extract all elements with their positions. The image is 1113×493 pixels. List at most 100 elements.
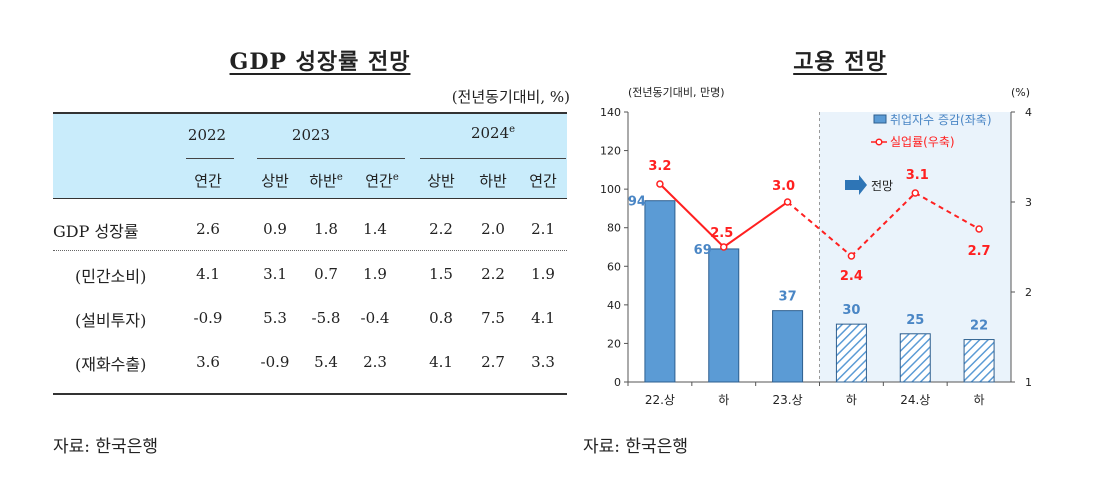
bar [708, 248, 740, 383]
line-point [975, 225, 983, 233]
bar [963, 339, 995, 383]
bar-data-label: 37 [779, 290, 797, 305]
bar-data-label: 30 [842, 303, 860, 318]
line-data-label: 2.5 [710, 226, 733, 241]
bar-data-label: 94 [628, 195, 646, 210]
legend-line-marker [875, 138, 883, 146]
bar [899, 333, 931, 383]
table-cell: -0.9 [260, 353, 290, 371]
bar-series [644, 200, 995, 383]
legend-bar-label: 취업자수 증감(좌축) [890, 113, 992, 127]
table-cell: 3.6 [196, 353, 220, 371]
header-underline-2023 [257, 158, 405, 159]
x-tick-label: 하 [974, 393, 985, 407]
left-tick-label: 100 [600, 183, 621, 196]
table-cell: 4.1 [429, 353, 453, 371]
table-cell: 5.3 [263, 309, 287, 327]
header-underline-2024 [420, 158, 566, 159]
left-tick-label: 60 [607, 260, 621, 273]
right-tick-label: 3 [1025, 196, 1032, 209]
x-tick-label: 24.상 [900, 393, 930, 407]
table-cell: 1.5 [429, 265, 453, 283]
table-header: 2022 2023 2024e 연간 상반 하반e 연간e 상반 하반 연간 [53, 112, 567, 199]
table-cell: 1.8 [314, 220, 338, 238]
col-2023-annual: 연간e [365, 172, 399, 190]
row-divider [53, 250, 567, 251]
gdp-table-unit: (전년동기대비, %) [451, 88, 570, 106]
table-cell: 3.3 [531, 353, 555, 371]
table-cell: 2.2 [481, 265, 505, 283]
table-cell: 2.3 [363, 353, 387, 371]
row-label: (설비투자) [75, 311, 147, 330]
line-segment [786, 201, 853, 257]
right-tick-label: 1 [1025, 376, 1032, 389]
legend-bar-swatch [873, 114, 887, 124]
table-cell: 0.8 [429, 309, 453, 327]
table-cell: 2.0 [481, 220, 505, 238]
x-tick-label: 하 [846, 393, 857, 407]
line-data-label: 3.1 [906, 168, 929, 183]
line-data-label: 3.0 [772, 179, 795, 194]
line-data-label: 2.7 [968, 244, 991, 259]
line-segment [659, 183, 725, 248]
employment-chart-title: 고용 전망 [793, 49, 887, 75]
row-label: GDP 성장률 [53, 222, 139, 241]
table-cell: -0.9 [193, 309, 223, 327]
employment-chart: 0 20 40 60 80 100 120 140 1 2 3 4 22.상 하 23.상 하 24.상 하 94… [600, 86, 1032, 407]
table-cell: 0.9 [263, 220, 287, 238]
chart-axes: 0 20 40 60 80 100 120 140 1 2 3 4 22.상 하 23.상 하 24.상 하 [600, 106, 1032, 407]
table-cell: 2.7 [481, 353, 505, 371]
line-segment [914, 192, 980, 230]
left-tick-label: 0 [614, 376, 621, 389]
header-underline-2022 [186, 158, 234, 159]
header-2023: 2023 [291, 126, 331, 144]
row-label: (재화수출) [75, 355, 147, 374]
col-2024-annual: 연간 [529, 172, 557, 190]
bar-data-label: 69 [694, 243, 712, 258]
line-data-label: 2.4 [840, 269, 863, 284]
table-cell: -5.8 [311, 309, 341, 327]
table-cell: 2.1 [531, 220, 555, 238]
line-segment [723, 201, 789, 248]
line-segment [850, 192, 916, 257]
left-tick-label: 40 [607, 299, 621, 312]
header-2024: 2024e [470, 124, 516, 142]
col-2023-h2: 하반e [309, 172, 343, 190]
table-cell: 5.4 [314, 353, 338, 371]
table-cell: 3.1 [263, 265, 287, 283]
header-2022: 2022 [187, 126, 227, 144]
x-tick-label: 23.상 [773, 393, 803, 407]
gdp-source-note: 자료: 한국은행 [53, 437, 158, 457]
gdp-table-title: GDP 성장률 전망 [229, 49, 411, 75]
left-tick-label: 140 [600, 106, 621, 119]
left-tick-label: 120 [600, 145, 621, 158]
table-cell: 4.1 [531, 309, 555, 327]
x-tick-label: 하 [718, 393, 729, 407]
table-body: GDP 성장률 2.6 0.9 1.8 1.4 2.2 2.0 2.1 (민간소… [53, 196, 567, 396]
line-point [783, 198, 792, 206]
bar-data-label: 25 [906, 313, 924, 328]
right-tick-label: 4 [1025, 106, 1032, 119]
data-labels: 94 69 37 30 25 22 3.2 2.5 3.0 2.4 3.1 2.7 [628, 159, 991, 334]
table-cell: 4.1 [196, 265, 220, 283]
table-bottom-border [53, 393, 567, 395]
bar [772, 310, 804, 383]
table-cell: 0.7 [314, 265, 338, 283]
table-cell: 1.9 [531, 265, 555, 283]
x-tick-label: 22.상 [645, 393, 675, 407]
table-cell: 2.6 [196, 220, 220, 238]
col-2024-h2: 하반 [479, 172, 507, 190]
line-data-label: 3.2 [648, 159, 671, 174]
right-axis-unit: (%) [1011, 86, 1030, 99]
line-point [656, 180, 664, 188]
line-point [720, 243, 728, 251]
line-series [656, 180, 983, 260]
bar [835, 323, 867, 383]
col-2022-annual: 연간 [194, 172, 222, 190]
line-point [847, 252, 856, 260]
bar-data-label: 22 [970, 319, 988, 334]
employment-source-note: 자료: 한국은행 [583, 437, 688, 457]
table-cell: 1.4 [363, 220, 387, 238]
left-axis-unit: (전년동기대비, 만명) [628, 86, 725, 99]
bar [644, 200, 676, 383]
